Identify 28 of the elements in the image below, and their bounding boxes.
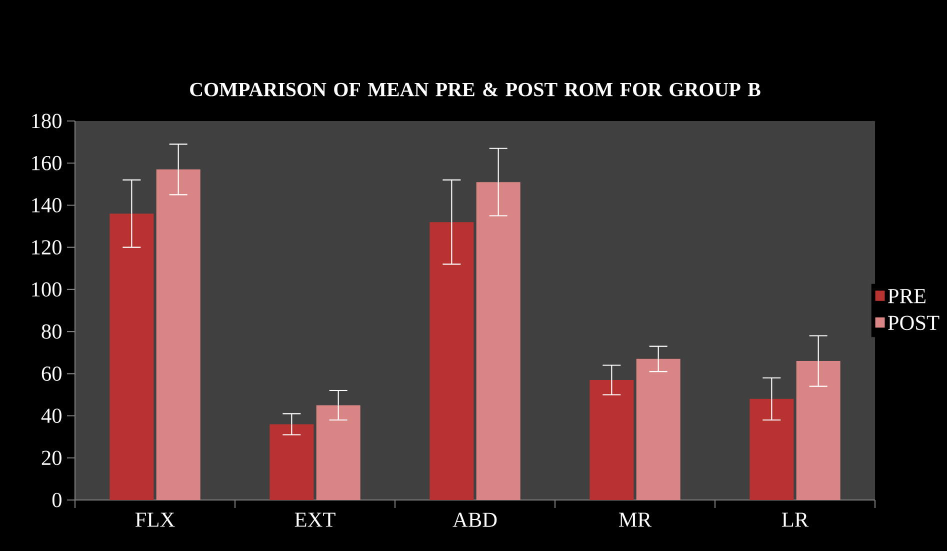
bar <box>156 169 200 500</box>
y-tick-label: 160 <box>32 156 62 170</box>
y-tick-label: 20 <box>42 450 62 466</box>
bar <box>476 182 520 500</box>
y-tick-label: 100 <box>32 282 62 297</box>
bar <box>590 380 634 500</box>
x-tick-label: EXT <box>294 512 336 527</box>
x-tick-label: FLX <box>135 512 175 527</box>
y-tick-label: 120 <box>32 240 62 255</box>
bar <box>270 424 314 500</box>
bar <box>636 358 680 500</box>
x-tick-label: ABD <box>452 512 497 527</box>
legend-label: PRE <box>888 289 926 304</box>
y-tick-label: 0 <box>52 492 62 508</box>
x-tick-label: MR <box>619 512 652 527</box>
y-tick-label: 180 <box>32 114 62 128</box>
bar <box>750 398 794 500</box>
y-tick-label: 80 <box>42 324 62 339</box>
bar <box>430 222 474 500</box>
bar <box>110 214 154 500</box>
y-tick-label: 60 <box>42 366 62 381</box>
x-tick-label: LR <box>782 512 809 527</box>
y-tick-label: 40 <box>41 408 62 423</box>
chart-title: COMPARISON OF MEAN PRE & POST ROM FOR GROUP B <box>190 82 760 96</box>
y-tick-label: 140 <box>32 198 62 212</box>
legend-label: POST <box>888 316 940 330</box>
bar <box>796 361 840 500</box>
bar <box>316 405 360 500</box>
